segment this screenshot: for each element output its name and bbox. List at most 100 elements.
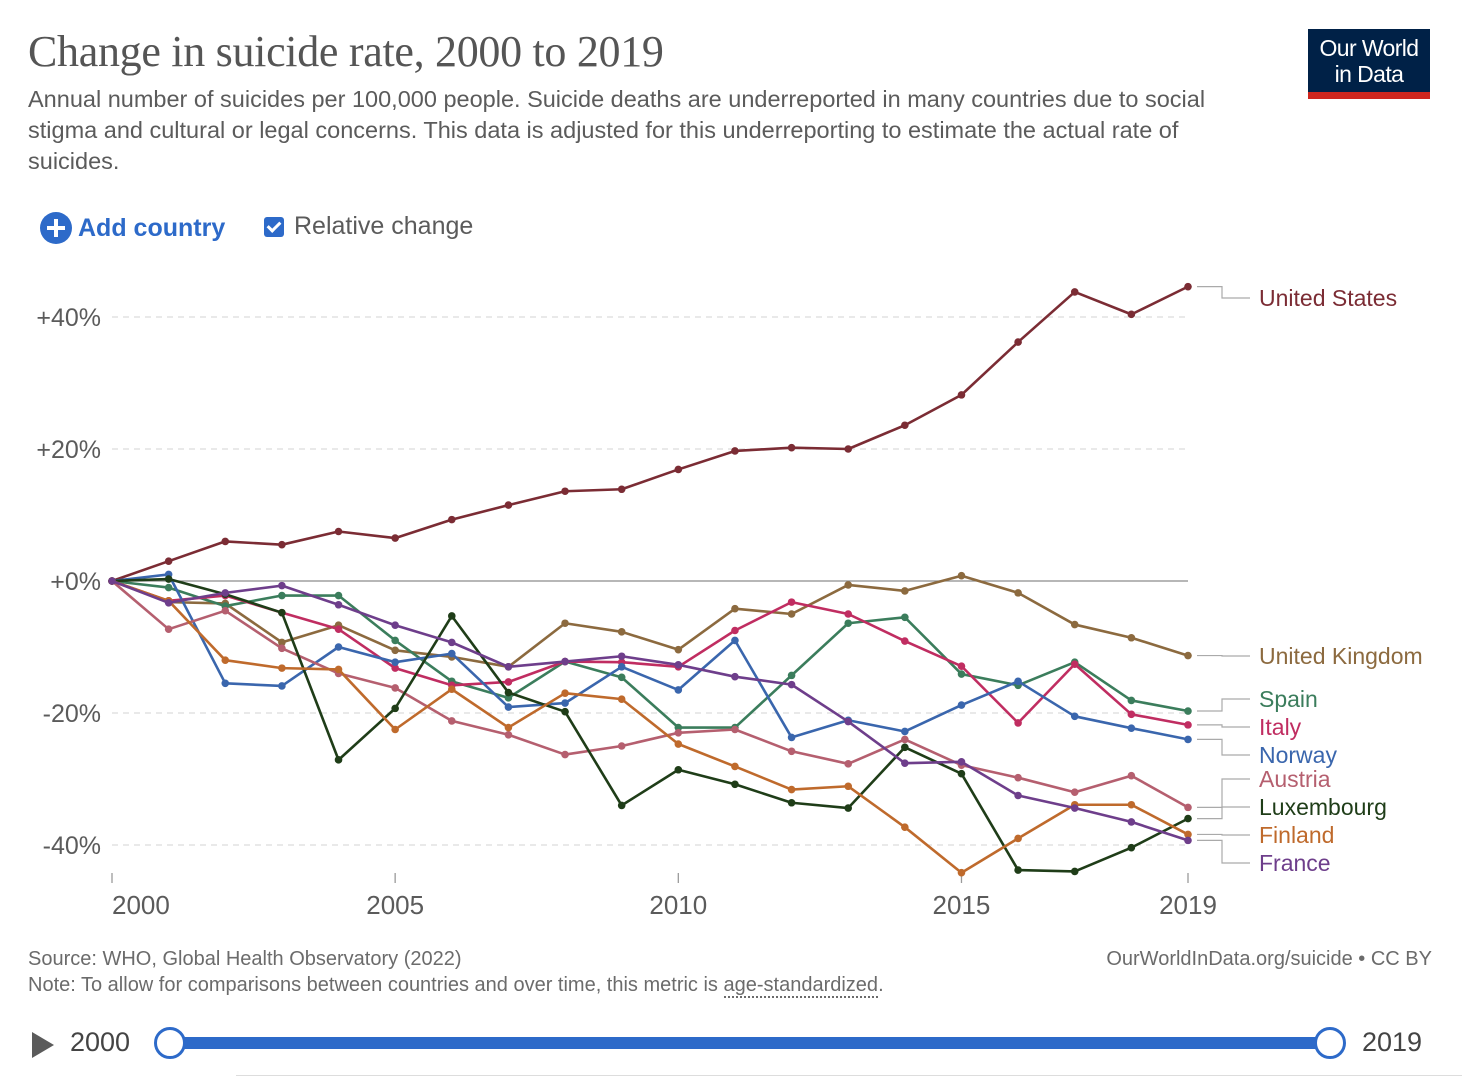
data-point[interactable] xyxy=(1014,719,1022,727)
data-point[interactable] xyxy=(1070,788,1079,796)
data-point[interactable] xyxy=(504,723,513,732)
series-austria[interactable] xyxy=(108,577,1192,812)
data-point[interactable] xyxy=(1070,660,1079,668)
data-point[interactable] xyxy=(901,759,909,767)
data-point[interactable] xyxy=(561,750,569,759)
series-label[interactable]: United States xyxy=(1259,285,1397,311)
owid-logo[interactable]: Our World in Data xyxy=(1308,29,1430,99)
data-point[interactable] xyxy=(844,445,853,453)
data-point[interactable] xyxy=(391,664,399,672)
data-point[interactable] xyxy=(844,717,853,726)
data-point[interactable] xyxy=(844,804,853,812)
series-united-states[interactable] xyxy=(108,282,1192,585)
data-point[interactable] xyxy=(731,780,739,789)
data-point[interactable] xyxy=(844,782,853,791)
data-point[interactable] xyxy=(957,868,966,877)
data-point[interactable] xyxy=(221,589,230,597)
data-point[interactable] xyxy=(1127,710,1136,719)
data-point[interactable] xyxy=(108,577,116,585)
data-point[interactable] xyxy=(221,656,230,664)
data-point[interactable] xyxy=(278,591,286,600)
age-standardized-link[interactable]: age-standardized xyxy=(723,974,879,998)
data-point[interactable] xyxy=(1014,791,1022,800)
data-point[interactable] xyxy=(1127,843,1136,852)
data-point[interactable] xyxy=(447,638,456,647)
series-line[interactable] xyxy=(111,577,1189,873)
data-point[interactable] xyxy=(1127,800,1136,809)
data-point[interactable] xyxy=(278,638,286,647)
series-label[interactable]: Norway xyxy=(1259,742,1337,768)
series-spain[interactable] xyxy=(108,577,1192,732)
data-point[interactable] xyxy=(164,598,173,607)
series-label[interactable]: Austria xyxy=(1259,766,1331,792)
data-point[interactable] xyxy=(957,701,966,709)
data-point[interactable] xyxy=(731,604,739,613)
data-point[interactable] xyxy=(278,682,286,690)
data-point[interactable] xyxy=(1070,804,1079,812)
data-point[interactable] xyxy=(731,447,739,455)
data-point[interactable] xyxy=(901,735,909,744)
data-point[interactable] xyxy=(164,583,173,592)
relative-change-toggle[interactable]: Relative change xyxy=(264,212,473,241)
data-point[interactable] xyxy=(787,785,796,794)
data-point[interactable] xyxy=(957,769,966,778)
data-point[interactable] xyxy=(1070,712,1079,721)
play-icon[interactable] xyxy=(32,1032,54,1058)
series-label[interactable]: Finland xyxy=(1259,822,1334,848)
data-point[interactable] xyxy=(278,608,286,617)
data-point[interactable] xyxy=(674,765,683,774)
data-point[interactable] xyxy=(1184,735,1192,744)
data-point[interactable] xyxy=(1070,288,1079,296)
data-point[interactable] xyxy=(901,587,909,595)
data-point[interactable] xyxy=(1184,814,1192,823)
data-point[interactable] xyxy=(561,487,569,496)
data-point[interactable] xyxy=(221,679,230,688)
data-point[interactable] xyxy=(1127,633,1136,642)
data-point[interactable] xyxy=(1127,818,1136,826)
data-point[interactable] xyxy=(334,665,343,674)
data-point[interactable] xyxy=(561,657,569,666)
data-point[interactable] xyxy=(1184,721,1192,729)
data-point[interactable] xyxy=(391,684,399,692)
data-point[interactable] xyxy=(674,729,683,737)
series-line[interactable] xyxy=(111,574,1189,669)
data-point[interactable] xyxy=(844,581,853,589)
data-point[interactable] xyxy=(957,571,966,580)
data-point[interactable] xyxy=(617,628,626,636)
series-label[interactable]: Italy xyxy=(1259,714,1302,740)
data-point[interactable] xyxy=(221,606,230,615)
data-point[interactable] xyxy=(957,670,966,678)
credit-link[interactable]: OurWorldInData.org/suicide • CC BY xyxy=(1106,948,1432,970)
series-line[interactable] xyxy=(111,579,1189,727)
data-point[interactable] xyxy=(1014,866,1022,874)
data-point[interactable] xyxy=(504,663,513,671)
data-point[interactable] xyxy=(844,610,853,618)
data-point[interactable] xyxy=(164,625,173,633)
data-point[interactable] xyxy=(901,743,909,752)
data-point[interactable] xyxy=(1127,696,1136,705)
data-point[interactable] xyxy=(504,703,513,711)
series-line[interactable] xyxy=(111,579,1189,875)
data-point[interactable] xyxy=(1184,803,1192,812)
data-point[interactable] xyxy=(447,685,456,694)
data-point[interactable] xyxy=(504,678,513,686)
data-point[interactable] xyxy=(787,598,796,606)
data-point[interactable] xyxy=(617,801,626,810)
data-point[interactable] xyxy=(391,534,399,542)
data-point[interactable] xyxy=(391,646,399,655)
data-point[interactable] xyxy=(617,742,626,750)
data-point[interactable] xyxy=(901,823,909,831)
data-point[interactable] xyxy=(617,673,626,682)
data-point[interactable] xyxy=(278,644,286,653)
series-france[interactable] xyxy=(108,577,1192,845)
data-point[interactable] xyxy=(901,613,909,622)
data-point[interactable] xyxy=(731,672,739,681)
data-point[interactable] xyxy=(787,610,796,618)
data-point[interactable] xyxy=(901,637,909,645)
data-point[interactable] xyxy=(334,600,343,609)
data-point[interactable] xyxy=(731,725,739,734)
checkbox-checked-icon[interactable] xyxy=(264,216,284,237)
data-point[interactable] xyxy=(334,643,343,651)
data-point[interactable] xyxy=(1014,834,1022,843)
series-luxembourg[interactable] xyxy=(108,575,1192,876)
